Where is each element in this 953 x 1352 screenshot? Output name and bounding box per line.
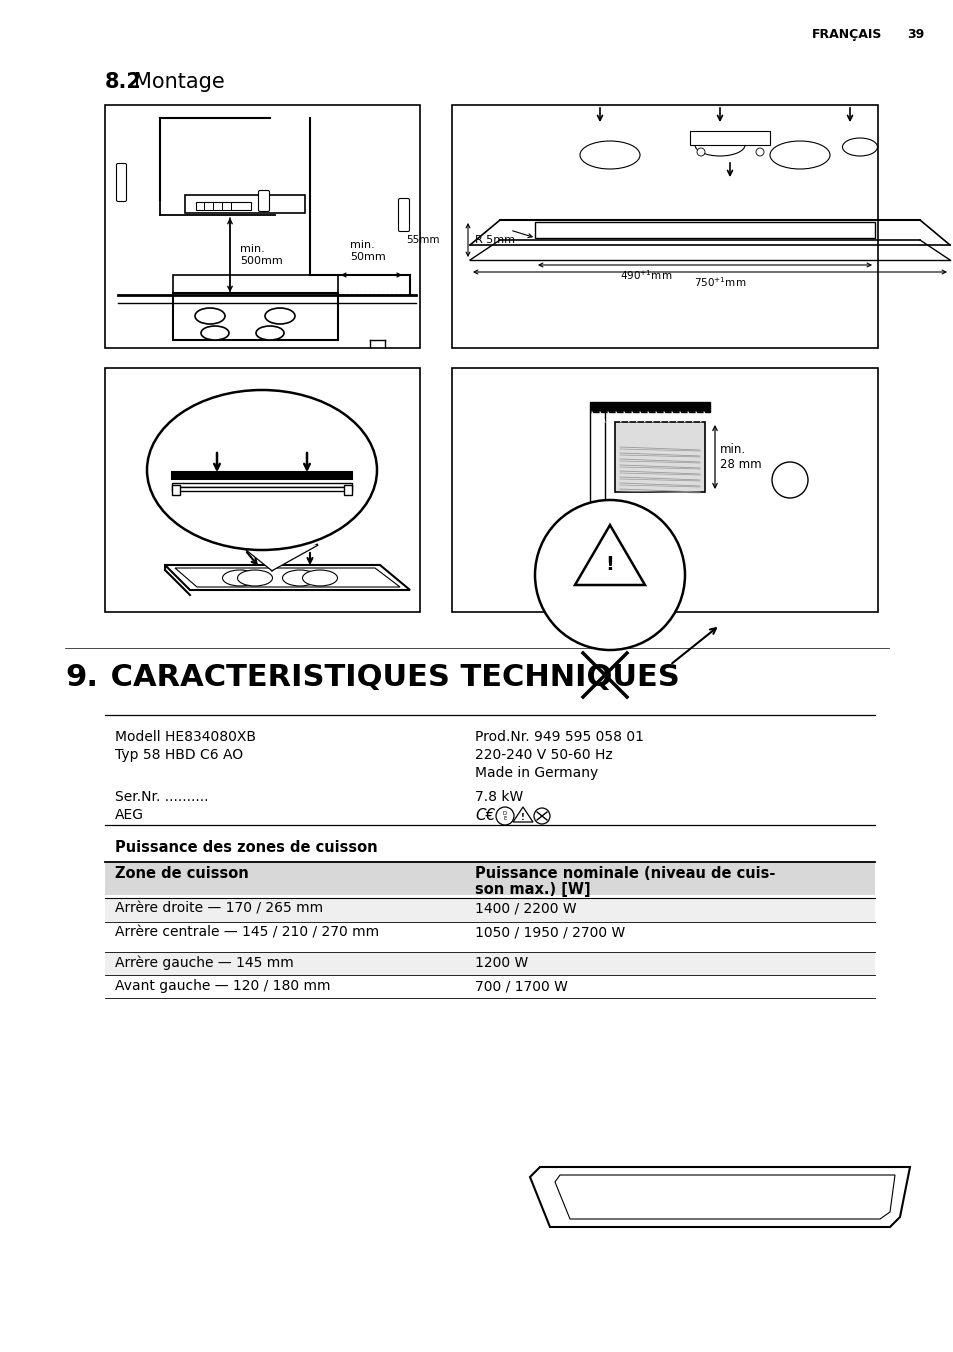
Bar (535, 222, 874, 238)
Bar (344, 485, 352, 495)
Circle shape (755, 147, 763, 155)
Text: 9.: 9. (65, 662, 98, 692)
Text: D
E: D E (502, 811, 507, 822)
Text: !: ! (605, 556, 614, 575)
Text: Made in Germany: Made in Germany (475, 767, 598, 780)
Text: 1050 / 1950 / 2700 W: 1050 / 1950 / 2700 W (475, 926, 624, 940)
Ellipse shape (201, 326, 229, 339)
Ellipse shape (147, 389, 376, 550)
Text: 220-240 V 50-60 Hz: 220-240 V 50-60 Hz (475, 748, 612, 763)
Text: FRANÇAIS: FRANÇAIS (811, 28, 882, 41)
Bar (105, 952, 874, 975)
Text: R 5mm: R 5mm (475, 235, 515, 245)
Bar (689, 131, 769, 145)
FancyBboxPatch shape (398, 199, 409, 231)
Text: C€: C€ (475, 808, 495, 823)
Bar (172, 483, 352, 487)
Text: Puissance nominale (niveau de cuis-: Puissance nominale (niveau de cuis- (475, 867, 775, 882)
Text: son max.) [W]: son max.) [W] (475, 882, 590, 896)
Text: min.
28 mm: min. 28 mm (720, 443, 760, 470)
Bar (172, 472, 352, 479)
Text: CARACTERISTIQUES TECHNIQUES: CARACTERISTIQUES TECHNIQUES (100, 662, 679, 692)
Text: Puissance des zones de cuisson: Puissance des zones de cuisson (115, 840, 377, 854)
FancyBboxPatch shape (195, 201, 251, 210)
FancyBboxPatch shape (258, 191, 269, 211)
Text: Montage: Montage (133, 72, 225, 92)
Text: Typ 58 HBD C6 AO: Typ 58 HBD C6 AO (115, 748, 243, 763)
Ellipse shape (222, 571, 257, 585)
Text: 750$^{+1}$mm: 750$^{+1}$mm (693, 274, 745, 289)
Bar (105, 105, 419, 347)
Bar (589, 402, 709, 412)
Ellipse shape (769, 141, 829, 169)
Ellipse shape (255, 326, 284, 339)
Bar (185, 195, 305, 214)
Ellipse shape (695, 134, 744, 155)
Text: 1200 W: 1200 W (475, 956, 528, 969)
Text: 8.2: 8.2 (105, 72, 142, 92)
Ellipse shape (282, 571, 317, 585)
Ellipse shape (194, 308, 225, 324)
Polygon shape (247, 545, 316, 571)
Ellipse shape (579, 141, 639, 169)
Bar (172, 274, 337, 293)
Bar (105, 922, 874, 952)
Ellipse shape (265, 308, 294, 324)
Circle shape (535, 500, 684, 650)
Polygon shape (555, 1175, 894, 1220)
Bar (172, 293, 337, 339)
Circle shape (697, 147, 704, 155)
Text: Prod.Nr. 949 595 058 01: Prod.Nr. 949 595 058 01 (475, 730, 643, 744)
Bar (105, 975, 874, 998)
Bar (452, 368, 877, 612)
Text: Zone de cuisson: Zone de cuisson (115, 867, 249, 882)
Text: AEG: AEG (115, 808, 144, 822)
Text: Arrère droite — 170 / 265 mm: Arrère droite — 170 / 265 mm (115, 902, 323, 917)
Text: Ser.Nr. ..........: Ser.Nr. .......... (115, 790, 209, 804)
Polygon shape (513, 807, 533, 822)
Bar (589, 412, 604, 502)
Polygon shape (174, 568, 399, 587)
Bar (172, 487, 352, 491)
Ellipse shape (237, 571, 273, 585)
Text: 1400 / 2200 W: 1400 / 2200 W (475, 902, 576, 917)
Text: 7.8 kW: 7.8 kW (475, 790, 522, 804)
Polygon shape (530, 1167, 909, 1228)
Text: Arrère centrale — 145 / 210 / 270 mm: Arrère centrale — 145 / 210 / 270 mm (115, 926, 378, 940)
Polygon shape (165, 565, 410, 589)
Circle shape (534, 808, 550, 823)
Bar (105, 863, 874, 895)
Circle shape (771, 462, 807, 498)
Text: Arrère gauche — 145 mm: Arrère gauche — 145 mm (115, 956, 294, 971)
Bar (105, 898, 874, 922)
Bar (172, 485, 180, 495)
Text: min.
50mm: min. 50mm (350, 241, 385, 262)
Ellipse shape (841, 138, 877, 155)
Text: 39: 39 (905, 28, 923, 41)
Polygon shape (575, 525, 644, 585)
Text: 55mm: 55mm (406, 235, 439, 245)
Circle shape (496, 807, 514, 825)
Text: 490$^{+1}$mm: 490$^{+1}$mm (619, 268, 672, 281)
Ellipse shape (302, 571, 337, 585)
Bar (452, 105, 877, 347)
Bar (615, 422, 704, 492)
Text: 700 / 1700 W: 700 / 1700 W (475, 979, 567, 992)
Text: Avant gauche — 120 / 180 mm: Avant gauche — 120 / 180 mm (115, 979, 330, 992)
Text: Modell HE834080XB: Modell HE834080XB (115, 730, 255, 744)
Text: min.
500mm: min. 500mm (240, 245, 282, 266)
Bar (105, 368, 419, 612)
Text: !: ! (520, 813, 524, 822)
FancyBboxPatch shape (116, 164, 127, 201)
